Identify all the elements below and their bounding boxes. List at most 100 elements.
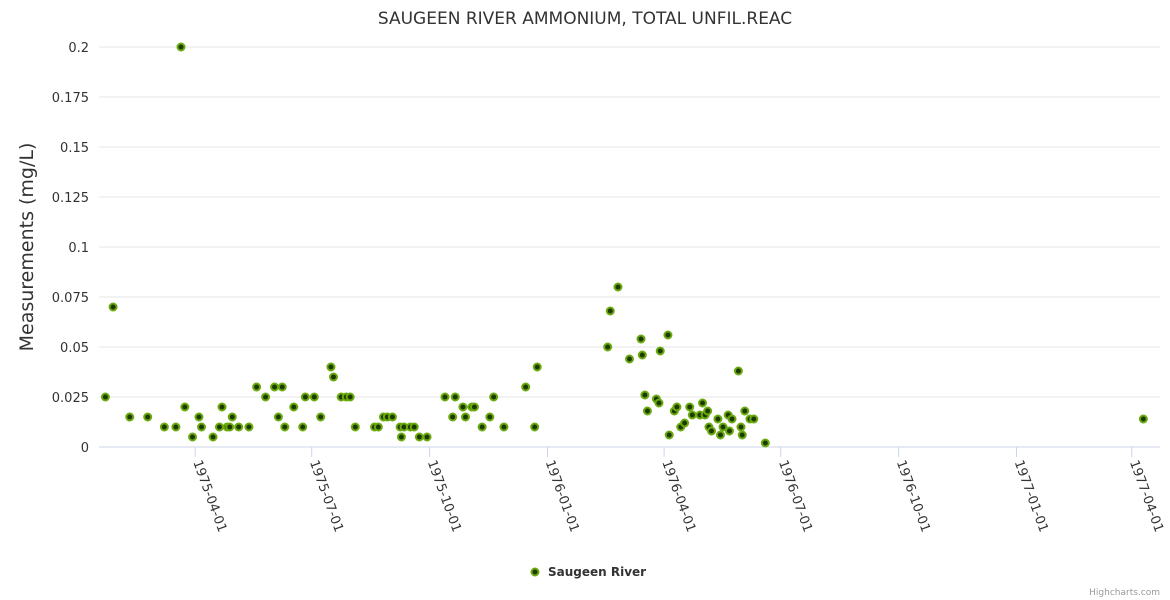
data-point[interactable] bbox=[664, 430, 674, 440]
legend-marker-icon[interactable] bbox=[530, 567, 540, 577]
x-tick-label: 1976-04-01 bbox=[658, 458, 698, 534]
data-point[interactable] bbox=[270, 382, 280, 392]
data-point[interactable] bbox=[440, 392, 450, 402]
data-point[interactable] bbox=[108, 302, 118, 312]
y-tick-label: 0.025 bbox=[52, 391, 89, 406]
data-point[interactable] bbox=[422, 432, 432, 442]
data-point[interactable] bbox=[309, 392, 319, 402]
data-point[interactable] bbox=[605, 306, 615, 316]
data-point[interactable] bbox=[316, 412, 326, 422]
data-point[interactable] bbox=[125, 412, 135, 422]
data-point[interactable] bbox=[227, 412, 237, 422]
data-point[interactable] bbox=[736, 422, 746, 432]
data-point[interactable] bbox=[715, 430, 725, 440]
data-point[interactable] bbox=[350, 422, 360, 432]
data-point[interactable] bbox=[654, 398, 664, 408]
data-point[interactable] bbox=[159, 422, 169, 432]
data-point[interactable] bbox=[532, 362, 542, 372]
data-point[interactable] bbox=[680, 418, 690, 428]
data-point[interactable] bbox=[672, 402, 682, 412]
data-point[interactable] bbox=[469, 402, 479, 412]
data-point[interactable] bbox=[625, 354, 634, 364]
x-tick-label: 1975-10-01 bbox=[424, 458, 464, 534]
data-point[interactable] bbox=[261, 392, 271, 402]
data-point[interactable] bbox=[637, 350, 647, 360]
data-point[interactable] bbox=[143, 412, 153, 422]
data-point[interactable] bbox=[197, 422, 207, 432]
data-point[interactable] bbox=[698, 398, 708, 408]
data-point[interactable] bbox=[450, 392, 460, 402]
y-tick-label: 0.15 bbox=[60, 141, 89, 156]
data-point[interactable] bbox=[396, 432, 406, 442]
y-axis-label: Measurements (mg/L) bbox=[16, 143, 38, 352]
data-point[interactable] bbox=[277, 382, 287, 392]
data-point[interactable] bbox=[328, 372, 338, 382]
data-points bbox=[100, 42, 1148, 448]
data-point[interactable] bbox=[273, 412, 283, 422]
data-point[interactable] bbox=[687, 410, 697, 420]
data-point[interactable] bbox=[489, 392, 499, 402]
data-point[interactable] bbox=[300, 392, 310, 402]
data-point[interactable] bbox=[636, 334, 646, 344]
data-point[interactable] bbox=[387, 412, 397, 422]
data-point[interactable] bbox=[244, 422, 254, 432]
data-point[interactable] bbox=[685, 402, 695, 412]
data-point[interactable] bbox=[737, 430, 747, 440]
data-point[interactable] bbox=[655, 346, 665, 356]
data-point[interactable] bbox=[448, 412, 458, 422]
legend[interactable]: Saugeen River bbox=[530, 565, 647, 579]
x-tick-label: 1976-10-01 bbox=[893, 458, 933, 534]
y-tick-label: 0.1 bbox=[68, 241, 89, 256]
data-point[interactable] bbox=[499, 422, 509, 432]
data-point[interactable] bbox=[214, 422, 224, 432]
data-point[interactable] bbox=[409, 422, 419, 432]
y-axis-ticks: 0 0.025 0.05 0.075 0.1 0.125 0.15 0.175 0.2 bbox=[52, 41, 89, 456]
legend-item-label[interactable]: Saugeen River bbox=[548, 565, 646, 579]
y-tick-label: 0.2 bbox=[68, 41, 89, 56]
data-point[interactable] bbox=[530, 422, 540, 432]
data-point[interactable] bbox=[733, 366, 743, 376]
data-point[interactable] bbox=[252, 382, 262, 392]
data-point[interactable] bbox=[217, 402, 227, 412]
data-point[interactable] bbox=[234, 422, 244, 432]
data-point[interactable] bbox=[640, 390, 650, 400]
data-point[interactable] bbox=[521, 382, 531, 392]
data-point[interactable] bbox=[188, 432, 198, 442]
data-point[interactable] bbox=[760, 438, 770, 448]
data-point[interactable] bbox=[477, 422, 487, 432]
data-point[interactable] bbox=[194, 412, 204, 422]
credits-link[interactable]: Highcharts.com bbox=[1089, 588, 1160, 598]
data-point[interactable] bbox=[100, 392, 110, 402]
data-point[interactable] bbox=[724, 426, 734, 436]
data-point[interactable] bbox=[707, 426, 717, 436]
data-point[interactable] bbox=[298, 422, 308, 432]
y-tick-label: 0.175 bbox=[52, 91, 89, 106]
data-point[interactable] bbox=[208, 432, 218, 442]
data-point[interactable] bbox=[289, 402, 299, 412]
data-point[interactable] bbox=[1138, 414, 1148, 424]
data-point[interactable] bbox=[225, 422, 235, 432]
data-point[interactable] bbox=[718, 422, 728, 432]
data-point[interactable] bbox=[663, 330, 673, 340]
data-point[interactable] bbox=[373, 422, 383, 432]
data-point[interactable] bbox=[613, 282, 623, 292]
data-point[interactable] bbox=[740, 406, 750, 416]
data-point[interactable] bbox=[749, 414, 759, 424]
data-point[interactable] bbox=[180, 402, 190, 412]
data-point[interactable] bbox=[727, 414, 737, 424]
data-point[interactable] bbox=[326, 362, 336, 372]
data-point[interactable] bbox=[713, 414, 723, 424]
y-tick-label: 0 bbox=[81, 441, 89, 456]
data-point[interactable] bbox=[460, 412, 470, 422]
data-point[interactable] bbox=[280, 422, 290, 432]
data-point[interactable] bbox=[642, 406, 652, 416]
data-point[interactable] bbox=[703, 406, 713, 416]
data-point[interactable] bbox=[345, 392, 355, 402]
data-point[interactable] bbox=[603, 342, 613, 352]
data-point[interactable] bbox=[458, 402, 468, 412]
data-point[interactable] bbox=[485, 412, 495, 422]
data-point[interactable] bbox=[171, 422, 181, 432]
data-point[interactable] bbox=[176, 42, 186, 52]
data-point[interactable] bbox=[414, 432, 424, 442]
